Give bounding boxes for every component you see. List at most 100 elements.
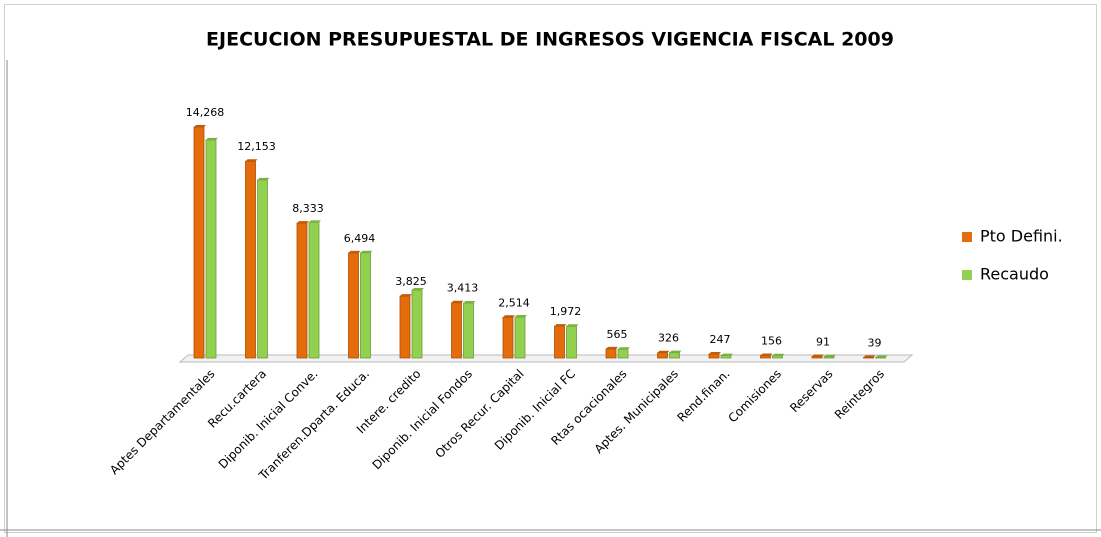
bar-top [309,220,321,223]
bar-top [554,324,567,327]
bar-top [297,221,309,224]
bar [296,221,309,359]
bar [811,354,824,359]
bar [617,347,630,359]
bar [463,300,476,359]
x-tick-label: Reservas [787,367,835,415]
bar-top [566,324,579,327]
bar-top [721,353,733,356]
bar [566,324,579,359]
bar-front [257,179,268,359]
bar-front [205,139,217,359]
value-label: 6,494 [344,232,376,245]
bar [708,352,721,359]
bar [605,346,618,359]
bar-front [823,356,835,359]
value-label: 156 [761,334,782,347]
bar [875,355,888,359]
bar [760,353,773,359]
bar-front [399,295,411,359]
bar-top [400,294,412,297]
bar-front [360,252,371,359]
bar-top [348,250,361,253]
bar-front [463,302,474,359]
x-tick-label: Reintegros [832,367,887,422]
bar [257,177,270,359]
value-label: 91 [816,336,830,349]
bar [502,315,515,359]
bar [863,355,876,359]
value-label: 326 [658,332,679,345]
bar-top [451,300,464,303]
legend-label: Recaudo [980,265,1049,284]
bar-front [605,348,617,359]
bar-top [669,350,682,353]
bar-front [554,325,565,359]
bar-front [669,352,680,359]
bar [399,294,412,359]
bar [772,353,785,359]
value-label: 8,333 [292,202,324,215]
value-label: 3,413 [447,282,479,295]
bar-top [463,300,476,303]
bar [823,354,836,359]
x-tick-label: Diponib. Inicial Fondos [370,367,476,473]
x-tick-label: Diponib. Inicial Conve. [216,367,321,472]
chart-title: EJECUCION PRESUPUESTAL DE INGRESOS VIGEN… [206,29,894,51]
value-label: 2,514 [498,296,530,309]
bar [348,250,361,359]
bar-top [606,346,618,349]
bar-front [708,353,720,359]
bar-top [206,137,218,140]
bar-top [194,125,206,127]
bar [411,288,424,359]
chart-frame [4,4,1097,533]
bar [669,350,682,359]
legend-swatch [962,232,972,242]
bar [657,350,670,359]
bar-front [308,221,320,359]
bar [360,250,373,359]
bar-top [772,353,785,356]
bar-front [502,316,514,359]
bar-front [772,355,783,359]
bar-front [348,252,359,359]
bar-top [824,354,836,357]
bar-top [618,347,630,350]
bar [205,137,218,359]
value-label: 1,972 [550,305,582,318]
bar-top [412,288,424,291]
bar-front [617,348,629,359]
bar-front [760,355,771,359]
bar-top [257,177,270,180]
bar-top [503,315,515,318]
bar-front [193,126,205,359]
value-label: 12,153 [237,140,276,153]
bar-front [245,160,256,359]
value-label: 247 [710,333,731,346]
x-tick-label: Rend.finan. [675,367,733,425]
x-tick-label: Otros Recur. Capital [432,367,526,461]
bar-top [657,350,670,353]
value-label: 39 [868,336,882,349]
bar [451,300,464,359]
legend-label: Pto Defini. [980,227,1063,246]
bar [720,353,733,359]
bar [514,315,527,359]
bar-top [515,315,527,318]
bar-top [760,353,773,356]
floor [178,354,914,363]
bar-top [812,354,824,357]
x-tick-label: Aptes Departamentales [107,367,218,478]
bar-front [720,355,732,359]
bar-front [451,302,462,359]
x-tick-label: Comisiones [725,367,784,426]
bar [193,125,206,359]
legend-swatch [962,270,972,280]
bar-top [863,355,876,358]
bar-front [566,325,577,359]
bar-front [514,316,526,359]
bar [245,159,258,359]
bar-top [245,159,258,162]
